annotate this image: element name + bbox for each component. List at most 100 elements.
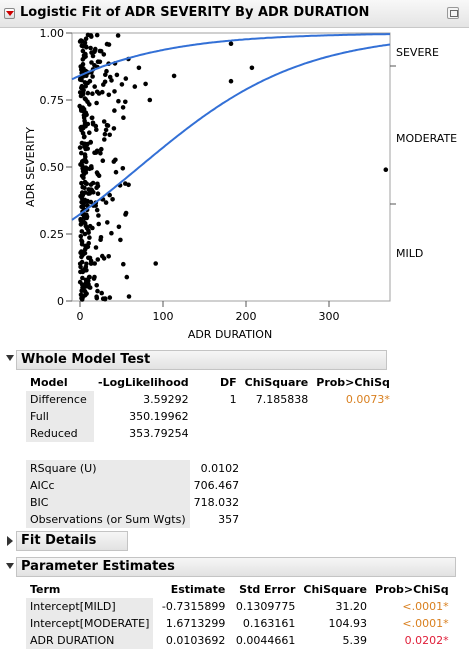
data-point	[105, 220, 110, 225]
points-layer	[77, 32, 389, 302]
data-point	[81, 134, 87, 140]
data-point	[90, 91, 95, 96]
data-point	[103, 200, 109, 205]
data-point	[126, 294, 132, 299]
data-point	[83, 36, 89, 41]
data-point	[100, 158, 106, 163]
col-header: Prob>ChiSq	[316, 376, 390, 389]
data-point	[80, 275, 85, 281]
data-point	[100, 89, 105, 95]
red-triangle-icon	[5, 11, 14, 16]
y-ticks: 1.00 0.75 0.50 0.25 0	[40, 28, 72, 308]
data-point	[98, 235, 104, 240]
data-point	[123, 76, 129, 81]
stat-row: RSquare (U) 0.0102	[26, 460, 243, 477]
col-header: Model	[30, 376, 68, 389]
cell-model: Full	[26, 408, 94, 425]
data-point	[78, 234, 84, 239]
cell-term: Intercept[MILD]	[26, 598, 154, 615]
col-header: Estimate	[170, 583, 226, 596]
data-point	[80, 48, 86, 54]
data-point	[77, 39, 83, 44]
stat-value: 718.032	[193, 496, 240, 509]
table-row: Intercept[MODERATE] 1.6713299 0.163161 1…	[26, 615, 453, 632]
data-point	[79, 180, 84, 186]
data-point	[82, 118, 87, 124]
report-title: Logistic Fit of ADR SEVERITY By ADR DURA…	[20, 5, 370, 20]
param-estimates-header[interactable]: Parameter Estimates	[16, 557, 456, 577]
cell-chisq	[241, 408, 313, 425]
data-point	[79, 241, 85, 247]
data-point	[79, 150, 84, 156]
y-tick-label: 0.25	[40, 228, 65, 241]
data-point	[78, 216, 83, 222]
data-point	[79, 43, 85, 48]
data-point	[79, 238, 84, 243]
data-point	[82, 221, 88, 226]
data-point	[102, 131, 108, 137]
cell-prob: <.0001*	[402, 617, 449, 630]
data-point	[136, 65, 142, 71]
data-point	[114, 72, 120, 78]
data-point	[79, 204, 84, 209]
data-point	[89, 115, 95, 121]
data-point	[94, 283, 99, 288]
data-point	[116, 224, 122, 230]
right-label-mild: MILD	[396, 247, 423, 260]
data-point	[107, 132, 112, 138]
data-point	[79, 124, 84, 130]
cell-term: ADR DURATION	[26, 632, 154, 649]
data-point	[81, 113, 87, 118]
cell-chisq: 7.185838	[255, 393, 309, 406]
data-point	[112, 89, 117, 94]
fit-details-expand-icon[interactable]	[7, 536, 13, 546]
data-point	[107, 192, 112, 198]
data-point	[153, 261, 158, 266]
cell-estimate: -0.7315899	[161, 600, 226, 613]
data-point	[101, 256, 107, 261]
data-point	[87, 223, 93, 229]
col-header: DF	[219, 376, 237, 389]
window-options-icon[interactable]	[447, 7, 459, 19]
fit-details-header[interactable]: Fit Details	[16, 531, 128, 551]
param-estimates-table: Term Estimate Std Error ChiSquare Prob>C…	[26, 581, 453, 649]
stat-label: RSquare (U)	[26, 460, 190, 477]
title-disclosure-button[interactable]	[4, 8, 15, 19]
cell-df: 1	[229, 393, 237, 406]
fit-stats-table: RSquare (U) 0.0102 AICc 706.467 BIC 718.…	[26, 460, 243, 528]
data-point	[90, 74, 95, 79]
data-point	[77, 279, 83, 285]
cell-loglik: 350.19962	[129, 410, 189, 423]
data-point	[82, 293, 88, 298]
data-point	[228, 41, 234, 46]
data-point	[77, 103, 82, 109]
data-point	[104, 41, 110, 47]
data-point	[115, 33, 121, 38]
data-point	[112, 108, 117, 113]
table-row: Difference 3.59292 1 7.185838 0.0073*	[26, 391, 394, 408]
data-point	[83, 212, 88, 217]
data-point	[77, 145, 83, 150]
param-estimates-expand-icon[interactable]	[6, 563, 14, 569]
whole-model-header[interactable]: Whole Model Test	[16, 350, 387, 370]
data-point	[88, 187, 94, 192]
y-tick-label: 0.75	[40, 94, 65, 107]
data-point	[124, 274, 130, 280]
data-point	[84, 261, 89, 267]
logistic-curve-mild	[71, 43, 391, 221]
data-point	[99, 146, 104, 152]
data-point	[80, 169, 86, 174]
data-point	[106, 254, 111, 259]
x-tick-label: 200	[236, 310, 257, 323]
cell-prob	[312, 408, 394, 425]
data-point	[80, 268, 85, 274]
whole-model-expand-icon[interactable]	[6, 355, 14, 361]
cell-df	[193, 408, 241, 425]
data-point	[123, 181, 128, 186]
y-tick-label: 1.00	[40, 28, 65, 40]
data-point	[109, 230, 114, 236]
data-point	[78, 76, 83, 81]
stat-value: 357	[218, 513, 240, 526]
data-point	[93, 150, 99, 155]
y-axis-label: ADR SEVERITY	[24, 127, 37, 207]
